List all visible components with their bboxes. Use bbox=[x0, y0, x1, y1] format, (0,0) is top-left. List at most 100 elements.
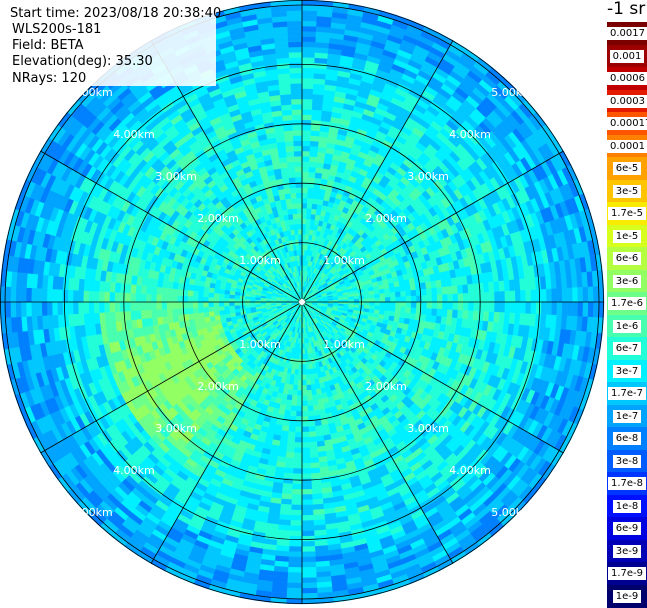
range-gate-cell bbox=[479, 302, 484, 312]
range-gate-cell bbox=[307, 193, 313, 199]
range-gate-cell bbox=[406, 296, 411, 302]
range-gate-cell bbox=[489, 292, 494, 302]
range-gate-cell bbox=[396, 297, 401, 302]
range-gate-cell bbox=[400, 312, 406, 318]
range-gate-cell bbox=[437, 295, 442, 302]
range-gate-cell bbox=[302, 172, 309, 177]
range-gate-cell bbox=[302, 458, 310, 463]
range-gate-cell bbox=[515, 302, 520, 313]
range-gate-cell bbox=[302, 187, 308, 192]
range-gate-cell bbox=[390, 297, 395, 302]
range-gate-cell bbox=[302, 120, 312, 125]
range-gate-cell bbox=[473, 283, 479, 293]
range-gate-cell bbox=[312, 198, 318, 204]
range-gate-cell bbox=[285, 457, 294, 463]
range-gate-cell bbox=[536, 289, 542, 302]
range-gate-cell bbox=[298, 375, 302, 380]
range-gate-cell bbox=[302, 453, 310, 458]
range-gate-cell bbox=[312, 110, 322, 116]
range-gate-cell bbox=[299, 354, 302, 359]
range-gate-cell bbox=[380, 302, 385, 306]
range-gate-cell bbox=[302, 146, 310, 151]
range-gate-cell bbox=[291, 500, 302, 505]
range-gate-cell bbox=[411, 302, 416, 308]
range-gate-cell bbox=[302, 89, 313, 94]
range-gate-cell bbox=[302, 73, 314, 79]
range-gate-cell bbox=[494, 292, 499, 302]
range-gate-cell bbox=[302, 42, 316, 48]
range-gate-cell bbox=[302, 141, 310, 146]
range-gate-cell bbox=[302, 161, 309, 166]
range-gate-cell bbox=[298, 370, 302, 375]
range-gate-cell bbox=[354, 299, 359, 302]
range-gate-cell bbox=[310, 447, 318, 453]
range-gate-cell bbox=[302, 47, 315, 53]
range-gate-cell bbox=[457, 285, 463, 294]
range-gate-cell bbox=[306, 380, 311, 386]
range-gate-cell bbox=[375, 298, 380, 302]
range-gate-cell bbox=[431, 309, 437, 316]
range-gate-cell bbox=[375, 302, 380, 306]
range-gate-cell bbox=[302, 562, 316, 568]
range-gate-cell bbox=[567, 288, 573, 302]
range-gate-cell bbox=[294, 448, 302, 453]
range-gate-cell bbox=[359, 299, 364, 302]
range-gate-cell bbox=[448, 294, 453, 302]
range-gate-cell bbox=[304, 349, 307, 354]
range-gate-cell bbox=[287, 588, 302, 594]
range-gate-cell bbox=[302, 167, 309, 172]
range-gate-cell bbox=[292, 479, 302, 484]
range-gate-cell bbox=[307, 400, 313, 406]
range-gate-cell bbox=[463, 302, 468, 311]
range-gate-cell bbox=[294, 458, 302, 463]
range-gate-cell bbox=[311, 468, 320, 474]
range-gate-cell bbox=[310, 374, 315, 380]
range-gate-cell bbox=[302, 489, 312, 494]
range-gate-cell bbox=[302, 36, 316, 42]
range-gate-cell bbox=[310, 136, 319, 142]
range-gate-cell bbox=[310, 463, 319, 469]
range-gate-cell bbox=[289, 421, 296, 427]
range-gate-cell bbox=[426, 309, 432, 316]
range-gate-cell bbox=[302, 505, 313, 510]
range-gate-cell bbox=[288, 557, 302, 563]
range-gate-cell bbox=[437, 302, 442, 309]
range-gate-cell bbox=[354, 296, 359, 299]
range-gate-cell bbox=[473, 311, 479, 321]
range-gate-cell bbox=[510, 302, 515, 313]
range-gate-cell bbox=[396, 302, 401, 307]
range-gate-cell bbox=[349, 299, 354, 302]
range-gate-cell bbox=[431, 288, 437, 295]
range-gate-cell bbox=[468, 293, 473, 302]
range-gate-cell bbox=[309, 162, 317, 168]
range-gate-cell bbox=[562, 288, 568, 302]
range-gate-cell bbox=[557, 302, 563, 316]
range-gate-cell bbox=[302, 531, 314, 537]
range-gate-cell bbox=[421, 289, 427, 296]
range-gate-cell bbox=[284, 468, 293, 474]
range-gate-cell bbox=[309, 437, 317, 443]
range-gate-cell bbox=[302, 448, 310, 453]
range-gate-cell bbox=[302, 354, 305, 359]
range-gate-cell bbox=[308, 188, 314, 194]
range-gate-cell bbox=[302, 479, 312, 484]
range-gate-cell bbox=[306, 214, 311, 220]
range-gate-cell bbox=[286, 452, 294, 458]
range-gate-cell bbox=[293, 463, 302, 468]
range-gate-cell bbox=[302, 375, 306, 380]
range-gate-cell bbox=[302, 115, 312, 120]
range-gate-cell bbox=[406, 307, 412, 313]
range-gate-cell bbox=[310, 146, 318, 152]
range-gate-cell bbox=[291, 400, 297, 406]
range-gate-cell bbox=[505, 291, 510, 302]
range-gate-cell bbox=[457, 310, 463, 319]
range-gate-cell bbox=[488, 282, 494, 292]
range-gate-cell bbox=[288, 431, 295, 437]
range-gate-cell bbox=[290, 531, 302, 537]
range-gate-cell bbox=[374, 290, 380, 295]
range-gate-cell bbox=[288, 567, 302, 573]
range-gate-cell bbox=[483, 312, 489, 322]
range-gate-cell bbox=[290, 526, 302, 532]
range-gate-cell bbox=[289, 552, 302, 558]
